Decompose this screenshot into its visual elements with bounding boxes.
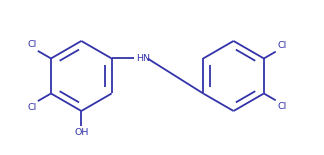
Text: OH: OH: [74, 128, 88, 137]
Text: Cl: Cl: [277, 41, 286, 50]
Text: HN: HN: [136, 54, 150, 63]
Text: Cl: Cl: [27, 40, 36, 49]
Text: Cl: Cl: [277, 102, 286, 111]
Text: Cl: Cl: [27, 103, 36, 112]
